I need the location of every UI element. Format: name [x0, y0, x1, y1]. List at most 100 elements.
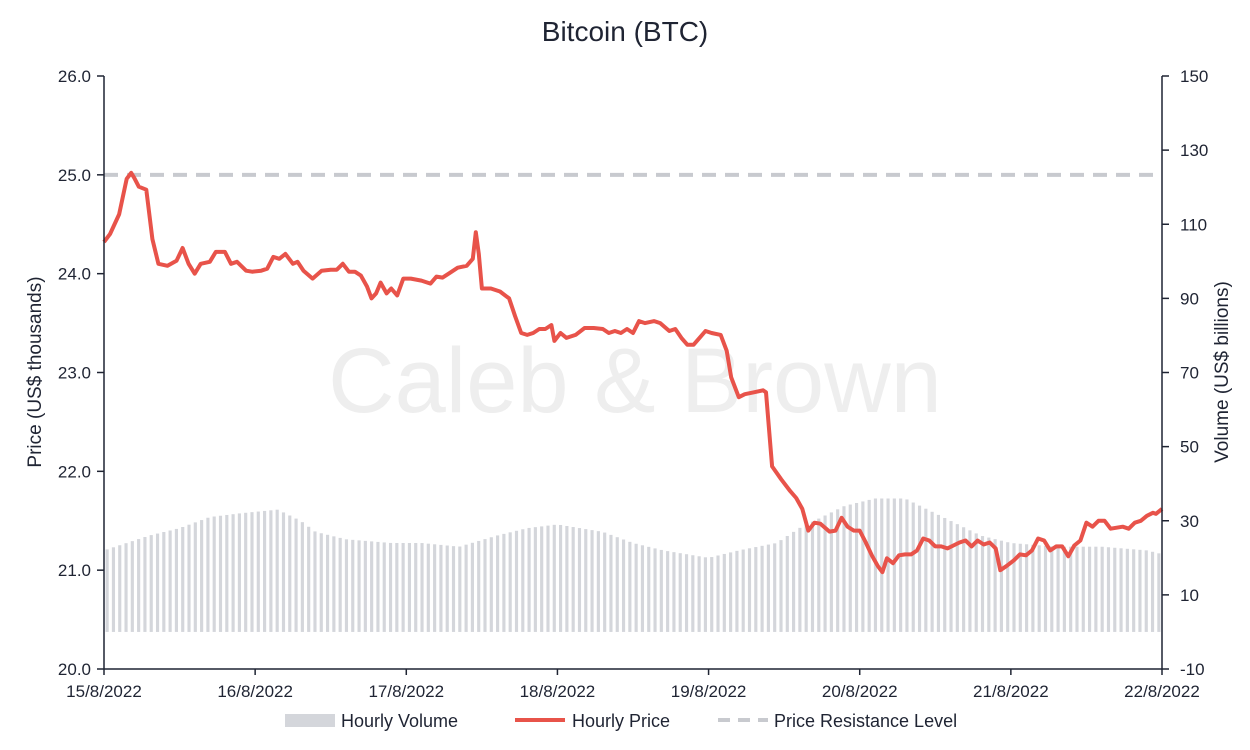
y2-tick-label: 70: [1180, 364, 1199, 383]
y-tick-label: 20.0: [58, 660, 91, 679]
volume-bar: [401, 542, 405, 632]
volume-bar: [414, 542, 418, 632]
watermark-text: Caleb & Brown: [328, 330, 942, 432]
volume-bar: [1113, 547, 1117, 632]
volume-bar: [892, 498, 896, 632]
volume-bar: [722, 553, 726, 632]
volume-bar: [590, 530, 594, 632]
volume-bar: [514, 530, 519, 632]
volume-bar: [1119, 548, 1123, 632]
y-tick-label: 21.0: [58, 561, 91, 580]
y2-tick-label: 90: [1180, 289, 1199, 308]
volume-bar: [118, 545, 122, 632]
volume-bar: [464, 544, 468, 632]
volume-bar: [936, 514, 941, 632]
volume-bar: [697, 556, 701, 632]
volume-bar: [546, 525, 550, 632]
volume-bar: [1094, 546, 1098, 632]
volume-bar: [615, 537, 619, 632]
volume-bar: [357, 540, 361, 632]
legend: Hourly Volume Hourly Price Price Resista…: [285, 711, 957, 731]
volume-bar: [861, 501, 865, 632]
volume-bar: [225, 514, 229, 632]
volume-bar: [143, 537, 147, 632]
volume-bar: [1056, 546, 1060, 632]
volume-bar: [533, 527, 537, 632]
volume-bar: [848, 504, 852, 632]
x-tick-label: 17/8/2022: [368, 682, 444, 701]
volume-bar: [634, 543, 638, 632]
x-tick-label: 16/8/2022: [217, 682, 293, 701]
volume-bar: [489, 537, 493, 632]
volume-bar: [1012, 543, 1016, 632]
volume-bar: [250, 512, 254, 632]
volume-bar: [470, 542, 474, 632]
volume-bar: [1031, 544, 1035, 632]
volume-bar: [552, 524, 556, 632]
volume-bar: [313, 531, 317, 632]
y2-tick-label: 30: [1180, 512, 1199, 531]
volume-bar: [666, 551, 670, 632]
volume-bar: [836, 509, 840, 632]
volume-bar: [483, 539, 487, 632]
volume-bar: [162, 532, 166, 632]
volume-bar: [678, 553, 682, 632]
volume-bar: [760, 545, 764, 632]
volume-bar: [281, 512, 286, 632]
volume-bar: [949, 521, 953, 632]
volume-bar: [829, 512, 833, 632]
volume-bar: [911, 502, 915, 632]
volume-bar: [382, 542, 386, 632]
price-line: [102, 170, 1164, 575]
volume-bar: [420, 543, 424, 632]
volume-bar: [187, 524, 191, 632]
volume-bar: [1138, 549, 1142, 632]
y2-tick-label: 150: [1180, 67, 1208, 86]
x-tick-label: 15/8/2022: [66, 682, 142, 701]
volume-bar: [426, 543, 430, 632]
volume-bar: [1043, 545, 1048, 632]
volume-bar: [439, 544, 443, 632]
x-tick-label: 20/8/2022: [822, 682, 898, 701]
volume-bar: [395, 542, 399, 632]
volume-bar: [798, 527, 802, 632]
volume-bar: [388, 542, 393, 632]
volume-bar: [338, 537, 342, 632]
y-tick-label: 24.0: [58, 265, 91, 284]
volume-bar: [111, 547, 116, 632]
volume-bar: [747, 548, 752, 632]
volume-bar: [200, 520, 204, 632]
volume-bar: [804, 524, 808, 632]
volume-bar: [640, 545, 645, 632]
y-tick-label: 22.0: [58, 462, 91, 481]
volume-bar: [773, 543, 777, 632]
volume-bar: [124, 543, 128, 632]
volume-bar: [810, 521, 815, 632]
volume-bar: [288, 515, 292, 632]
volume-bar: [628, 541, 632, 632]
volume-bar: [174, 528, 178, 632]
y2-tick-label: -10: [1180, 660, 1205, 679]
volume-bar: [363, 540, 367, 632]
volume-bar: [741, 549, 745, 632]
volume-bar: [1088, 546, 1092, 632]
y-tick-label: 23.0: [58, 364, 91, 383]
legend-volume-swatch: [285, 714, 335, 727]
volume-bar: [1132, 549, 1136, 632]
volume-bar: [603, 532, 607, 632]
volume-bar: [1144, 550, 1148, 632]
volume-bar: [218, 515, 223, 632]
volume-bar: [332, 536, 336, 632]
volume-bar: [710, 557, 714, 632]
volume-bar: [319, 533, 323, 632]
volume-bar: [584, 529, 588, 632]
volume-bar: [1125, 548, 1129, 632]
x-tick-label: 18/8/2022: [520, 682, 596, 701]
volume-bar: [370, 541, 374, 632]
volume-bar: [181, 527, 185, 632]
volume-bar: [540, 526, 544, 632]
volume-bar: [275, 509, 279, 632]
volume-bar: [1006, 542, 1010, 632]
volume-bar: [955, 524, 959, 632]
